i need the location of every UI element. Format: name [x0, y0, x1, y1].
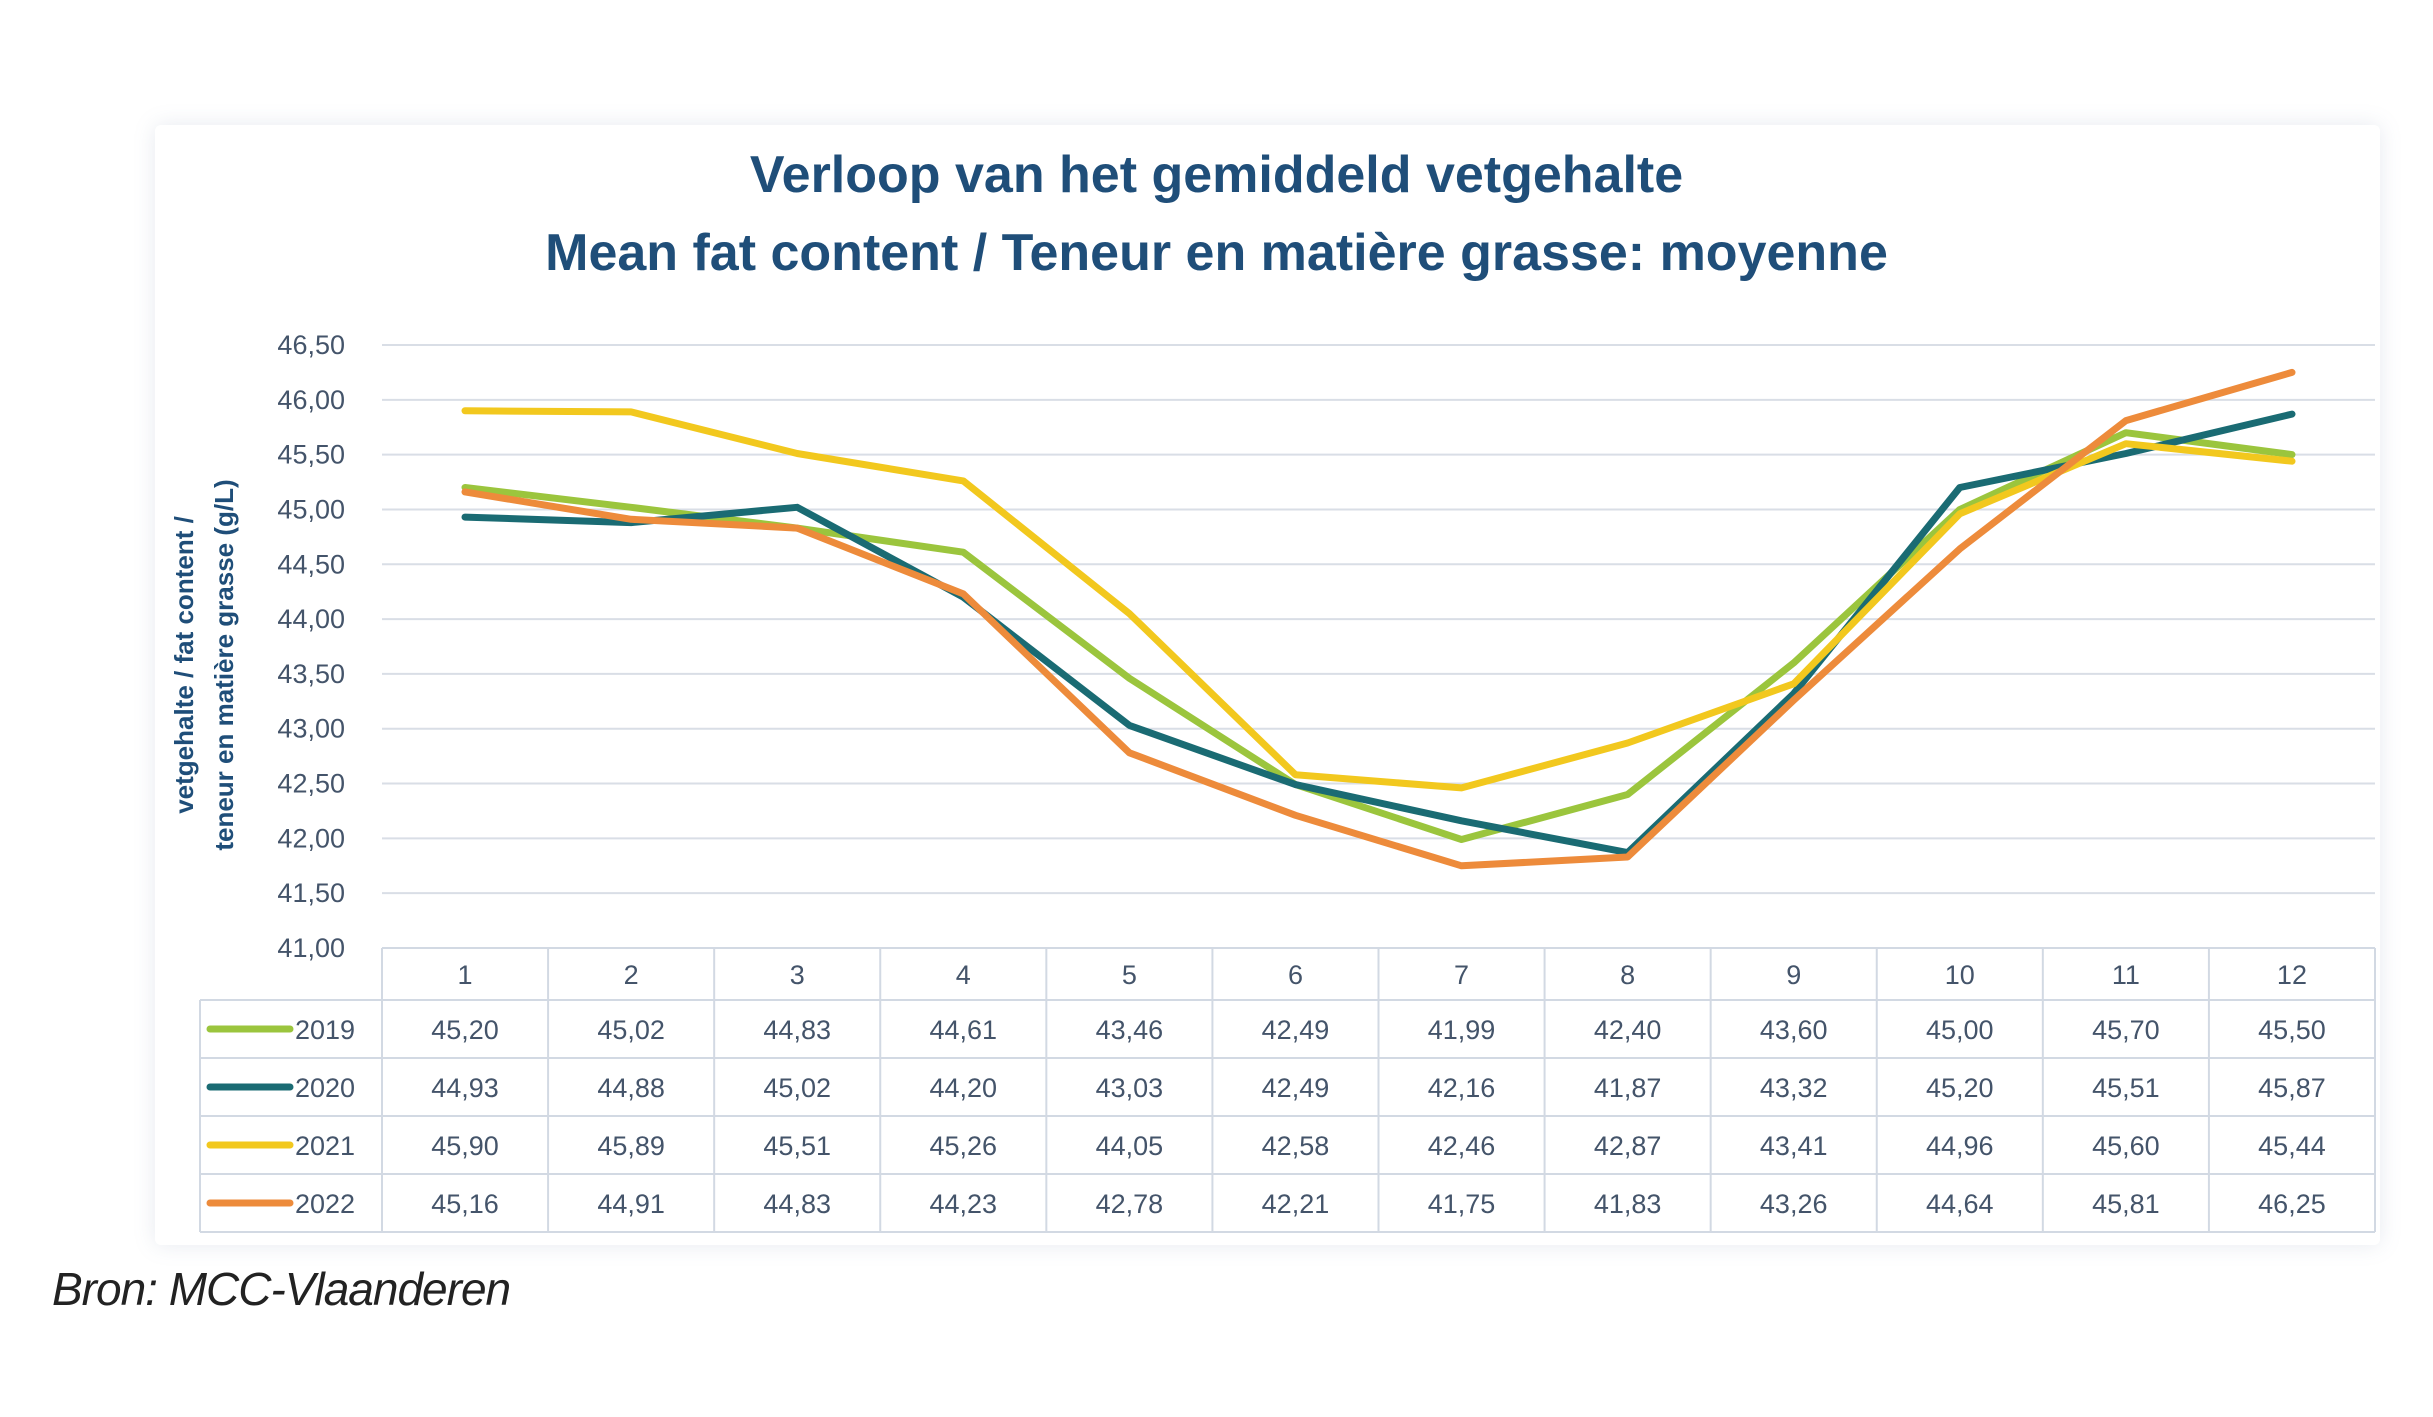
y-tick-label: 41,00 — [277, 933, 345, 963]
data-label: 41,87 — [1594, 1073, 1662, 1103]
data-label: 45,51 — [763, 1131, 831, 1161]
data-label: 42,40 — [1594, 1015, 1662, 1045]
chart-title: Verloop van het gemiddeld vetgehalte — [749, 146, 1684, 204]
data-label: 45,60 — [2092, 1131, 2160, 1161]
data-label: 43,46 — [1096, 1015, 1164, 1045]
series-lines — [461, 368, 2296, 870]
data-label: 45,50 — [2258, 1015, 2326, 1045]
data-label: 45,00 — [1926, 1015, 1994, 1045]
data-label: 45,51 — [2092, 1073, 2160, 1103]
data-label: 42,87 — [1594, 1131, 1662, 1161]
x-tick-label: 11 — [2112, 960, 2140, 990]
data-label: 41,99 — [1428, 1015, 1496, 1045]
data-label: 44,05 — [1096, 1131, 1164, 1161]
data-label: 45,81 — [2092, 1189, 2160, 1219]
data-label: 46,25 — [2258, 1189, 2326, 1219]
data-label: 42,49 — [1262, 1073, 1330, 1103]
gridlines — [382, 344, 2375, 895]
data-label: 42,46 — [1428, 1131, 1496, 1161]
data-label: 42,16 — [1428, 1073, 1496, 1103]
data-label: 42,58 — [1262, 1131, 1330, 1161]
data-label: 44,83 — [763, 1015, 831, 1045]
data-label: 45,44 — [2258, 1131, 2326, 1161]
x-tick-label: 8 — [1620, 960, 1635, 990]
data-label: 45,20 — [431, 1015, 499, 1045]
legend-label-2022: 2022 — [295, 1189, 355, 1219]
data-label: 43,41 — [1760, 1131, 1828, 1161]
data-label: 44,91 — [597, 1189, 665, 1219]
series-line-2022 — [461, 368, 2296, 870]
data-label: 44,93 — [431, 1073, 499, 1103]
x-tick-label: 6 — [1288, 960, 1303, 990]
data-label: 45,70 — [2092, 1015, 2160, 1045]
chart-subtitle: Mean fat content / Teneur en matière gra… — [545, 224, 1888, 282]
data-label: 42,78 — [1096, 1189, 1164, 1219]
x-tick-label: 12 — [2277, 960, 2307, 990]
y-tick-label: 44,50 — [277, 549, 345, 579]
y-tick-label: 42,50 — [277, 769, 345, 799]
legend-label-2021: 2021 — [295, 1131, 355, 1161]
data-label: 43,60 — [1760, 1015, 1828, 1045]
data-label: 41,83 — [1594, 1189, 1662, 1219]
data-label: 45,90 — [431, 1131, 499, 1161]
y-axis-label-line-1: vetgehalte / fat content / — [169, 516, 199, 814]
data-label: 43,03 — [1096, 1073, 1164, 1103]
x-tick-label: 7 — [1454, 960, 1469, 990]
y-tick-label: 46,50 — [277, 330, 345, 360]
series-line-2020 — [461, 410, 2296, 857]
x-tick-label: 10 — [1945, 960, 1975, 990]
legend-label-2019: 2019 — [295, 1015, 355, 1045]
source-note: Bron: MCC-Vlaanderen — [52, 1263, 511, 1315]
data-label: 44,88 — [597, 1073, 665, 1103]
x-tick-label: 9 — [1786, 960, 1801, 990]
data-label: 45,26 — [930, 1131, 998, 1161]
data-label: 43,32 — [1760, 1073, 1828, 1103]
y-tick-label: 41,50 — [277, 878, 345, 908]
data-label: 44,96 — [1926, 1131, 1994, 1161]
series-line-2021 — [461, 407, 2296, 792]
data-label: 44,20 — [930, 1073, 998, 1103]
data-label: 45,02 — [763, 1073, 831, 1103]
data-label: 45,02 — [597, 1015, 665, 1045]
data-label: 45,16 — [431, 1189, 499, 1219]
data-label: 45,89 — [597, 1131, 665, 1161]
y-axis-ticks: 41,00 41,50 42,00 42,50 43,00 43,50 44,00 44,50… — [277, 330, 345, 963]
data-label: 43,26 — [1760, 1189, 1828, 1219]
y-axis-label-line-2: teneur en matière grasse (g/L) — [209, 479, 239, 850]
y-tick-label: 43,50 — [277, 659, 345, 689]
y-tick-label: 43,00 — [277, 714, 345, 744]
data-label: 44,64 — [1926, 1189, 1994, 1219]
data-label: 44,83 — [763, 1189, 831, 1219]
y-tick-label: 46,00 — [277, 385, 345, 415]
legend-label-2020: 2020 — [295, 1073, 355, 1103]
y-tick-label: 45,50 — [277, 440, 345, 470]
x-tick-label: 1 — [458, 960, 473, 990]
y-tick-label: 42,00 — [277, 823, 345, 853]
data-label: 45,87 — [2258, 1073, 2326, 1103]
x-tick-label: 2 — [624, 960, 639, 990]
y-tick-label: 44,00 — [277, 604, 345, 634]
x-tick-label: 4 — [956, 960, 971, 990]
data-label: 41,75 — [1428, 1189, 1496, 1219]
data-label: 44,23 — [930, 1189, 998, 1219]
data-label: 45,20 — [1926, 1073, 1994, 1103]
data-label: 42,21 — [1262, 1189, 1330, 1219]
y-tick-label: 45,00 — [277, 494, 345, 524]
data-label: 42,49 — [1262, 1015, 1330, 1045]
x-tick-label: 3 — [790, 960, 805, 990]
data-label: 44,61 — [930, 1015, 998, 1045]
x-tick-label: 5 — [1122, 960, 1137, 990]
